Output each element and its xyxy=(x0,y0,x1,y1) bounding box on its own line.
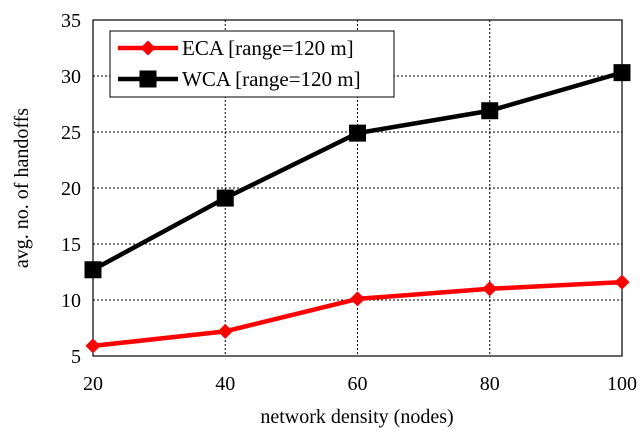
data-point xyxy=(350,291,365,307)
y-tick-label: 5 xyxy=(71,346,81,368)
data-point xyxy=(614,274,630,290)
data-point xyxy=(482,281,498,297)
x-tick-label: 80 xyxy=(480,373,500,395)
y-tick-label: 25 xyxy=(61,122,81,144)
y-tick-label: 10 xyxy=(61,290,81,312)
y-tick-label: 35 xyxy=(61,10,81,32)
legend-entry: ECA [range=120 m] xyxy=(118,36,354,60)
legend-box xyxy=(109,30,395,98)
legend: ECA [range=120 m] WCA [range=120 m] xyxy=(109,30,395,98)
series-eca xyxy=(85,274,630,354)
x-tick-label: 40 xyxy=(215,373,235,395)
data-point xyxy=(84,261,102,279)
legend-label: ECA [range=120 m] xyxy=(182,36,354,60)
x-tick-label: 60 xyxy=(348,373,368,395)
legend-entry: WCA [range=120 m] xyxy=(118,67,361,91)
x-axis-label: network density (nodes) xyxy=(260,406,453,428)
data-point xyxy=(217,323,233,339)
y-tick-label: 30 xyxy=(61,66,81,88)
data-point xyxy=(85,338,101,354)
data-point xyxy=(481,102,499,120)
series xyxy=(84,64,631,354)
data-point xyxy=(216,189,234,207)
y-tick-labels: 5 10 15 20 25 30 35 xyxy=(61,10,81,368)
data-point xyxy=(613,64,631,82)
plot-area-frame xyxy=(92,19,623,357)
y-tick-label: 20 xyxy=(61,178,81,200)
x-tick-label: 100 xyxy=(607,373,637,395)
x-tick-label: 20 xyxy=(83,373,103,395)
legend-marker xyxy=(139,70,157,88)
x-tick-labels: 20 40 60 80 100 xyxy=(83,373,637,395)
legend-label: WCA [range=120 m] xyxy=(182,67,361,91)
y-axis-label: avg. no. of handoffs xyxy=(11,108,33,268)
legend-marker xyxy=(140,40,156,56)
series-wca xyxy=(84,64,631,279)
data-point xyxy=(349,124,366,142)
y-tick-label: 15 xyxy=(61,234,81,256)
